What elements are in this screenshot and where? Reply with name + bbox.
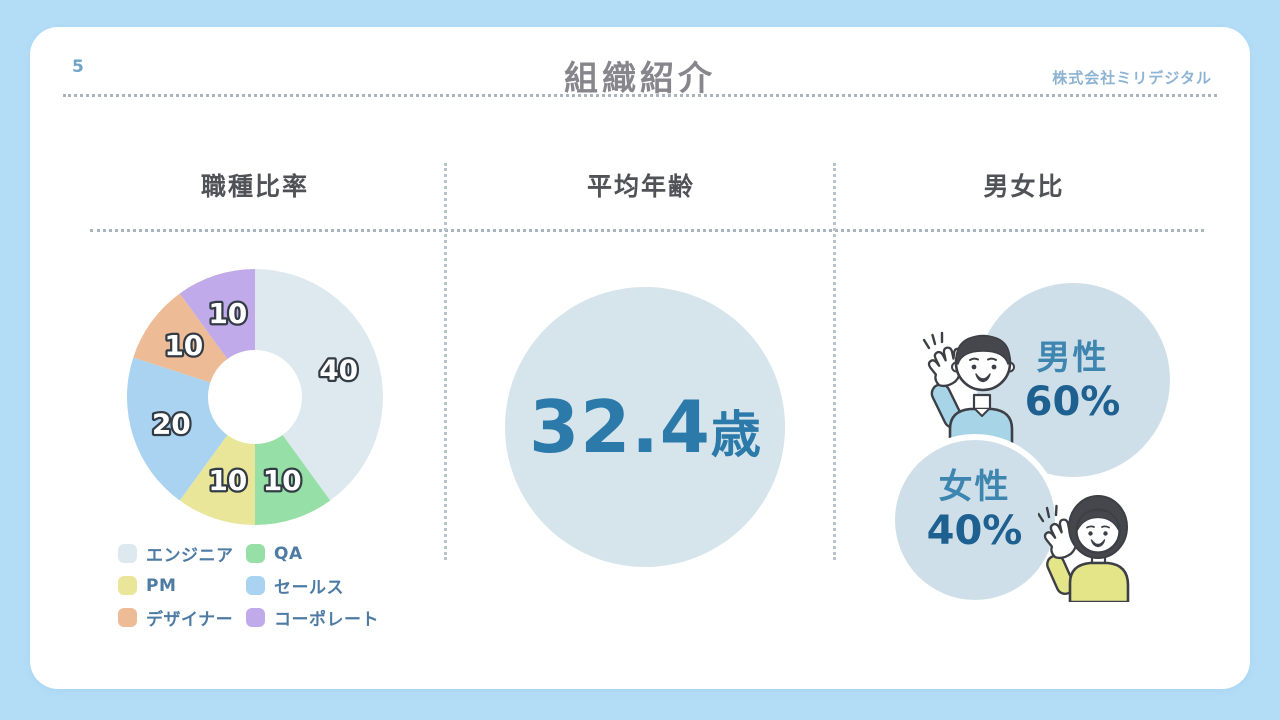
average-age-unit: 歳 [710, 406, 761, 464]
donut-slice-value: 40 [319, 353, 358, 386]
donut-slice-value: 10 [208, 297, 247, 330]
average-age-circle: 32.4 歳 [505, 287, 785, 567]
waving-woman-illustration [1038, 495, 1130, 602]
legend-item-デザイナー: デザイナー [118, 605, 246, 630]
donut-slice-セールス [127, 357, 228, 501]
donut-slice-コーポレート [179, 269, 255, 359]
male-value: 60% [1024, 378, 1121, 425]
legend-item-PM: PM [118, 573, 246, 598]
donut-legend: エンジニア QA PM セールスデザイナー コーポレート [118, 541, 379, 630]
donut-slice-エンジニア [255, 269, 383, 501]
motion-lines-icon [922, 331, 944, 350]
legend-label: セールス [274, 578, 344, 598]
legend-item-エンジニア: エンジニア [118, 541, 246, 566]
donut-slice-value: 20 [152, 408, 191, 441]
male-ratio-text: 男性 60% [1005, 338, 1140, 425]
legend-item-コーポレート: コーポレート [246, 605, 379, 630]
female-value: 40% [926, 507, 1023, 554]
page-number: 5 [72, 57, 84, 77]
male-label: 男性 [1036, 338, 1109, 378]
legend-label: PM [146, 575, 177, 596]
legend-item-セールス: セールス [246, 573, 379, 598]
donut-slice-PM [179, 435, 255, 525]
column-divider-2 [833, 163, 836, 560]
legend-label: エンジニア [146, 546, 234, 566]
legend-swatch-icon [246, 576, 265, 595]
slide-card: 5 組織紹介 株式会社ミリデジタル 職種比率 平均年齢 男女比 40 10 10 20… [30, 27, 1250, 689]
company-name: 株式会社ミリデジタル [1052, 69, 1212, 87]
section-title-gender: 男女比 [983, 172, 1065, 201]
section-title-underline [90, 229, 1204, 232]
header-divider [63, 94, 1217, 97]
legend-label: コーポレート [274, 610, 379, 630]
donut-slice-デザイナー [133, 293, 228, 383]
donut-slice-value: 10 [164, 329, 203, 362]
waving-man-illustration [922, 331, 1015, 459]
female-ratio-text: 女性 40% [907, 467, 1042, 554]
donut-slice-QA [255, 435, 331, 525]
legend-swatch-icon [246, 544, 265, 563]
legend-label: QA [274, 543, 303, 564]
legend-item-QA: QA [246, 541, 379, 566]
section-title-jobs: 職種比率 [200, 172, 309, 201]
average-age-value: 32.4 [529, 385, 711, 469]
page-title: 組織紹介 [564, 59, 716, 99]
legend-swatch-icon [118, 608, 137, 627]
section-title-age: 平均年齢 [586, 172, 695, 201]
average-age-text: 32.4 歳 [529, 385, 761, 469]
legend-swatch-icon [246, 608, 265, 627]
legend-label: デザイナー [146, 610, 234, 630]
donut-slice-value: 10 [208, 464, 247, 497]
motion-lines-icon [1038, 504, 1058, 523]
female-ratio-circle [895, 440, 1055, 600]
legend-swatch-icon [118, 576, 137, 595]
legend-swatch-icon [118, 544, 137, 563]
female-label: 女性 [938, 467, 1011, 507]
donut-slice-value: 10 [263, 464, 302, 497]
column-divider-1 [444, 163, 447, 560]
